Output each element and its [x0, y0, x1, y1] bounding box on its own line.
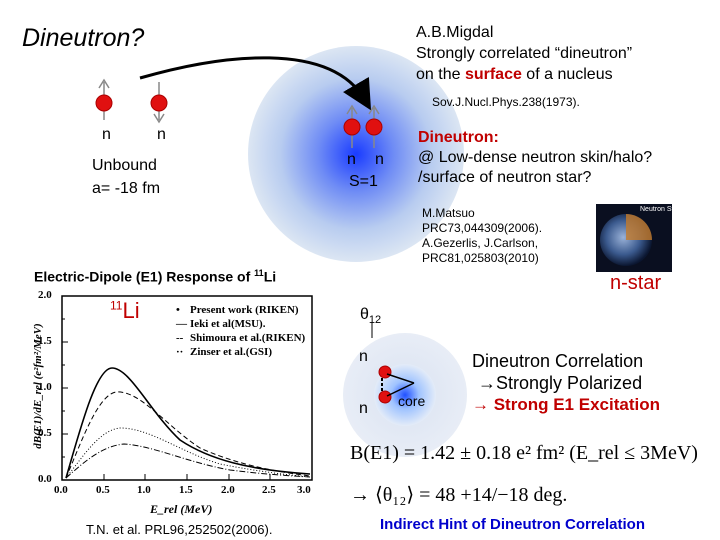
theta-subscript: 12 — [368, 314, 382, 327]
y-tick-0.5: 0.5 — [38, 427, 52, 439]
correlation-line2: →Strongly Polarized — [478, 373, 643, 393]
ref-matsuo-journal: PRC73,044309(2006). — [422, 221, 543, 235]
plot-nucleus-mass: 11 — [110, 298, 123, 313]
plot-reference: T.N. et al. PRL96,252502(2006). — [86, 522, 273, 537]
ref-line3-highlight: surface — [464, 66, 522, 83]
plot-legend: • Present work (RIKEN) — Ieki et al(MSU). … — [176, 303, 305, 359]
ref-author: A.B.Migdal — [416, 24, 494, 41]
theta-symbol: θ — [360, 306, 369, 323]
e1-title-text: Electric-Dipole (E1) Response of — [34, 268, 255, 285]
bound-neutron-label-2: n — [375, 151, 384, 168]
y-tick-1.5: 1.5 — [38, 335, 52, 347]
x-tick-2.5: 2.5 — [262, 484, 276, 496]
migdal-arrow — [139, 56, 372, 111]
x-tick-1.0: 1.0 — [137, 484, 151, 496]
e1-section-title: Electric-Dipole (E1) Response of 11Li — [34, 268, 276, 285]
halo-diagram — [343, 333, 467, 457]
e1-plot — [61, 295, 313, 481]
y-tick-1.0: 1.0 — [38, 381, 52, 393]
theta-formula: → ⟨θ₁₂⟩ = 48 +14/−18 deg. — [350, 484, 568, 506]
ref-journal: Sov.J.Nucl.Phys.238(1973). — [432, 95, 580, 109]
ref-line3: on the surface of a nucleus — [416, 64, 632, 85]
correlation-line1: Dineutron Correlation — [472, 351, 644, 371]
legend-item: -- Shimoura et al.(RIKEN) — [176, 332, 306, 344]
dineutron-line2: /surface of neutron star? — [418, 169, 592, 186]
legend-label-msu: Ieki et al(MSU). — [190, 318, 266, 330]
be1-formula: B(E1) = 1.42 ± 0.18 e² fm² (E_rel ≤ 3MeV… — [350, 442, 698, 464]
ref-line3-pre: on the — [416, 66, 465, 83]
core-label: core — [398, 393, 426, 409]
correlation-summary: Dineutron Correlation →Strongly Polarize… — [472, 350, 660, 416]
correlation-n2: n — [359, 400, 368, 417]
x-tick-0.5: 0.5 — [96, 484, 110, 496]
theory-references: M.Matsuo PRC73,044309(2006). A.Gezerlis,… — [422, 206, 542, 266]
legend-item: ·· Zinser et al.(GSI) — [176, 346, 272, 358]
bound-neutron-label-1: n — [347, 151, 356, 168]
plot-nucleus-label: 11Li — [110, 298, 140, 324]
correlation-line3: → Strong E1 Excitation — [472, 395, 660, 414]
neutron-star-thumb-label: Neutron Star — [640, 206, 680, 213]
theta-label: θ12 — [360, 306, 381, 326]
footer-conclusion: Indirect Hint of Dineutron Correlation — [380, 516, 645, 533]
free-neutron-pair — [95, 78, 168, 124]
legend-label-riken: Present work (RIKEN) — [190, 304, 299, 316]
migdal-reference: A.B.Migdal Strongly correlated “dineutro… — [416, 22, 632, 85]
legend-item: • Present work (RIKEN) — [176, 304, 299, 316]
scattering-length: a= -18 fm — [92, 180, 161, 197]
y-tick-0.0: 0.0 — [38, 473, 52, 485]
plot-nucleus-symbol: Li — [122, 298, 140, 323]
legend-item: — Ieki et al(MSU). — [176, 318, 266, 330]
neutron-star-label: n-star — [610, 272, 662, 294]
ref-gezerlis-journal: PRC81,025803(2010) — [422, 251, 539, 265]
free-neutron-label-1: n — [102, 126, 111, 143]
dineutron-question: Dineutron: @ Low-dense neutron skin/halo… — [418, 128, 652, 188]
ref-matsuo: M.Matsuo — [422, 206, 475, 220]
neutron-star-image — [596, 204, 672, 272]
x-tick-3.0: 3.0 — [297, 484, 311, 496]
x-tick-0.0: 0.0 — [54, 484, 68, 496]
legend-label-shimoura: Shimoura et al.(RIKEN) — [190, 332, 306, 344]
x-tick-2.0: 2.0 — [221, 484, 235, 496]
plot-xlabel: E_rel (MeV) — [150, 502, 213, 516]
unbound-label: Unbound — [92, 157, 157, 174]
bound-neutron-pair — [343, 104, 383, 148]
spin-label: S=1 — [349, 173, 378, 190]
x-tick-1.5: 1.5 — [179, 484, 193, 496]
page-title: Dineutron? — [22, 24, 145, 52]
y-tick-2.0: 2.0 — [38, 289, 52, 301]
nucleus-circle — [248, 46, 464, 262]
dineutron-line1: @ Low-dense neutron skin/halo? — [418, 149, 653, 166]
free-neutron-label-2: n — [157, 126, 166, 143]
e1-title-mass: 11 — [254, 268, 264, 278]
ref-line3-post: of a nucleus — [521, 66, 613, 83]
ref-line2: Strongly correlated “dineutron” — [416, 45, 633, 62]
legend-label-gsi: Zinser et al.(GSI) — [190, 346, 272, 358]
e1-title-symbol: Li — [263, 268, 277, 285]
correlation-n1: n — [359, 348, 368, 365]
ref-gezerlis: A.Gezerlis, J.Carlson, — [422, 236, 539, 250]
dineutron-heading: Dineutron: — [418, 129, 499, 146]
